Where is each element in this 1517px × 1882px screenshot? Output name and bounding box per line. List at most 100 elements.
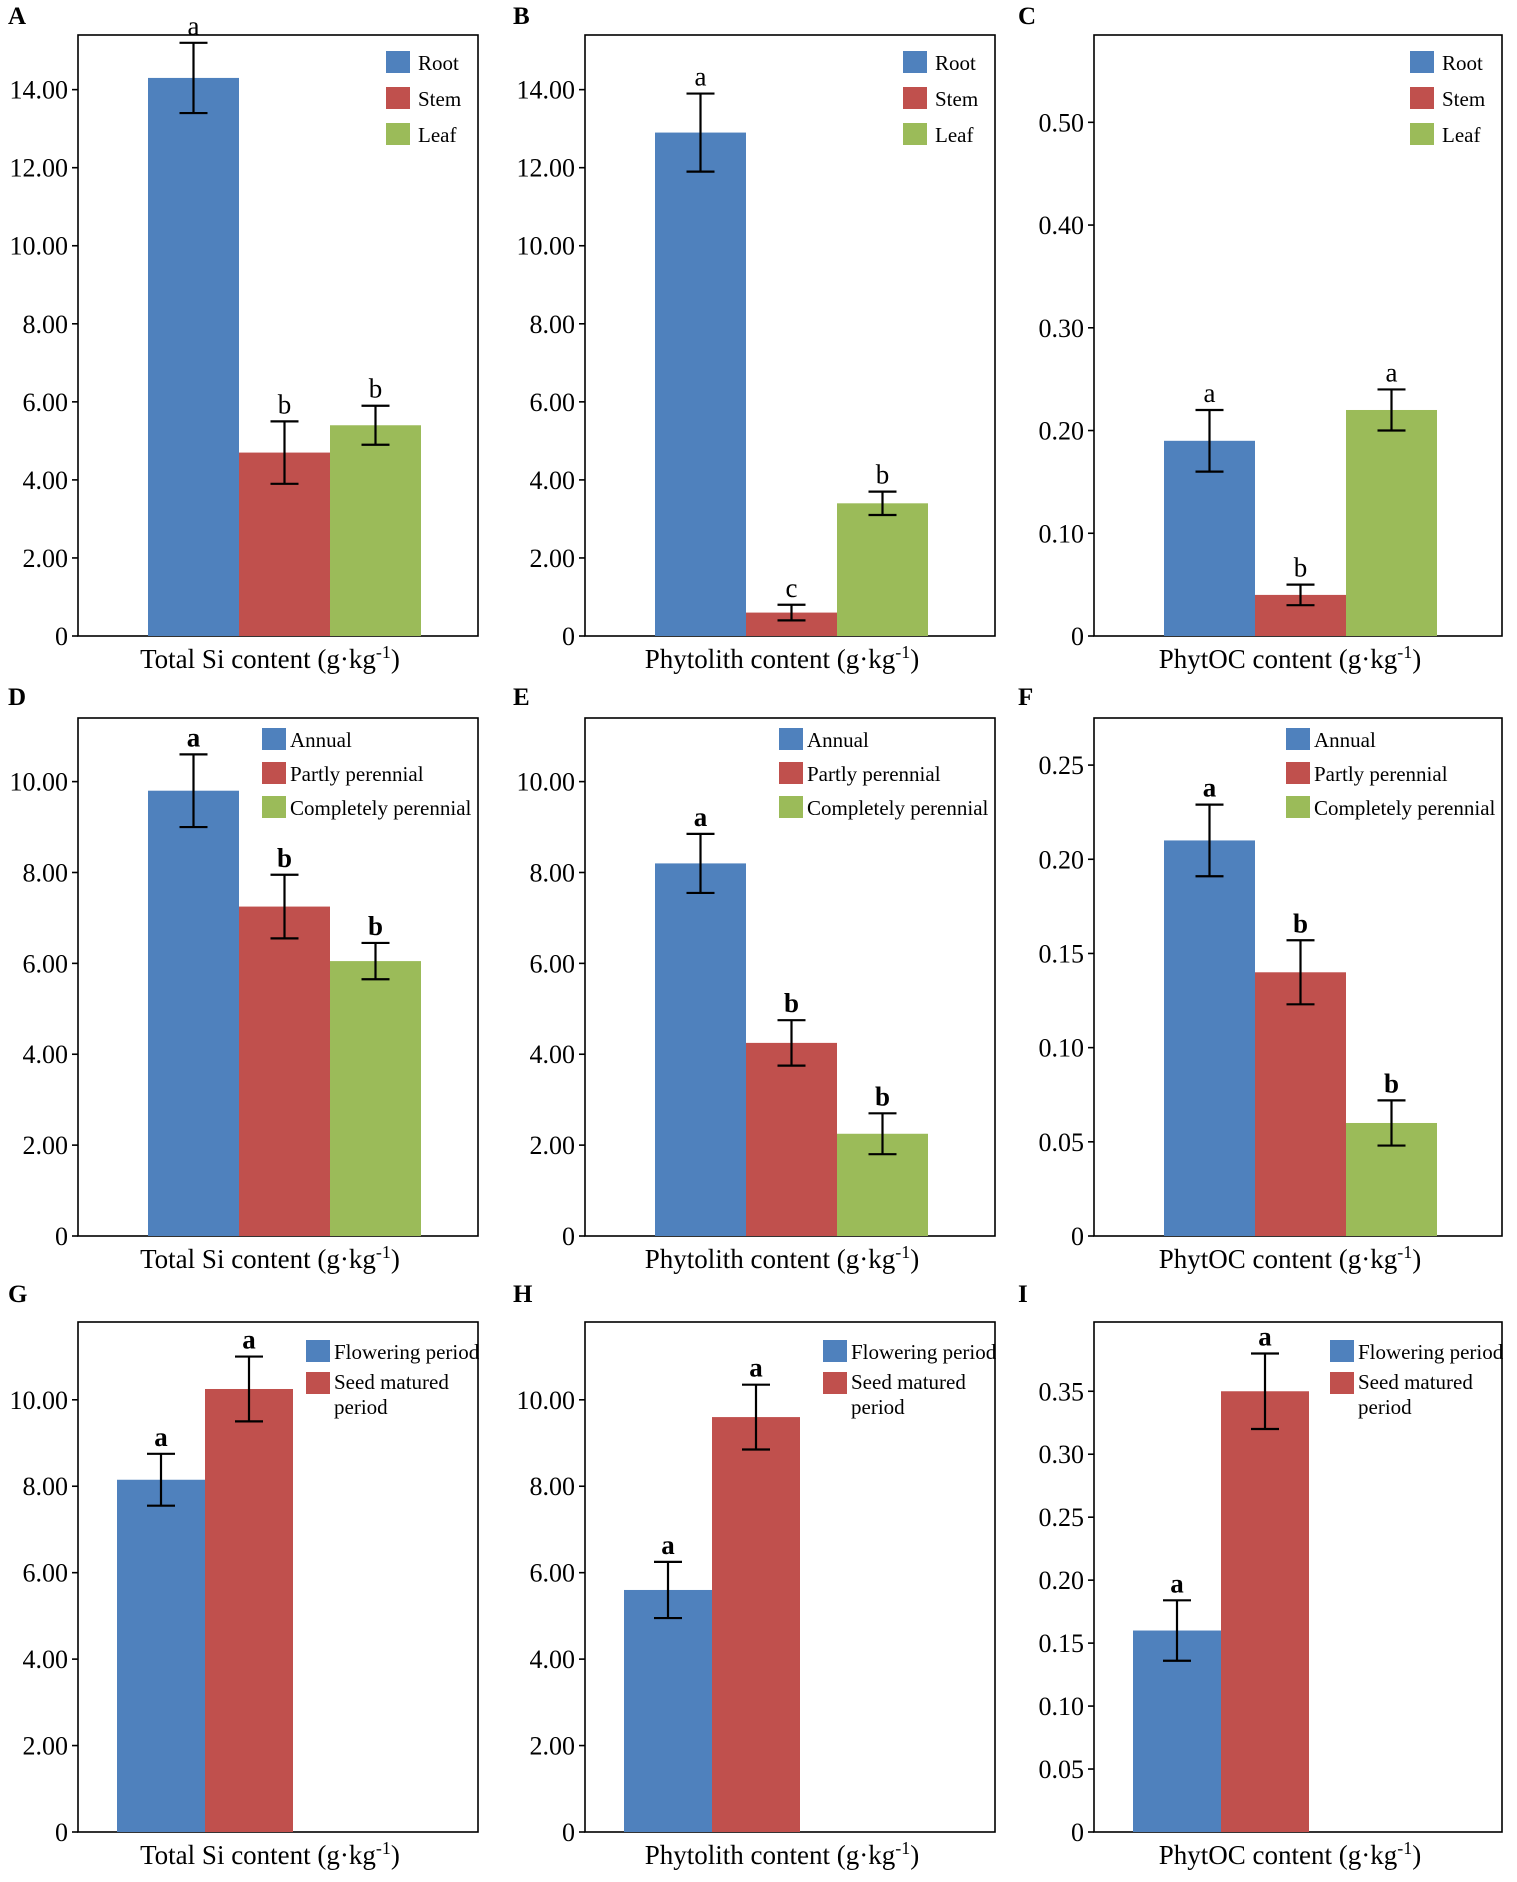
legend-label: Completely perennial — [1314, 796, 1496, 820]
panel-label: G — [8, 1281, 27, 1308]
chart-panel-h: H 0 2.00 4.00 6.00 8.00 10.00 a a Phytolith conte… — [513, 1281, 997, 1870]
chart-panel-d: D 0 2.00 4.00 6.00 8.00 10.00 a b b Total Si conte… — [8, 684, 479, 1274]
y-tick-label: 0 — [1071, 622, 1084, 651]
legend-swatch — [823, 1340, 847, 1362]
chart-panel-c: C 0 0.10 0.20 0.30 0.40 0.50 a b a PhytOC content … — [1018, 3, 1503, 674]
legend-label: Seed matured — [334, 1370, 449, 1394]
legend-swatch — [262, 762, 286, 784]
legend-label: Stem — [418, 87, 461, 111]
bar-leaf — [330, 425, 421, 636]
x-axis-label-superscript: -1 — [1397, 1242, 1412, 1262]
y-tick-label: 6.00 — [530, 1559, 576, 1588]
bar-partly-perennial — [1255, 972, 1346, 1236]
significance-letter: b — [876, 460, 890, 490]
x-axis-label-end: ) — [910, 644, 919, 674]
legend-label: Partly perennial — [1314, 762, 1448, 786]
significance-letter: a — [187, 722, 201, 752]
bar-flowering-period — [1133, 1630, 1221, 1832]
x-axis-label-end: ) — [910, 1244, 919, 1274]
significance-letter: a — [1203, 773, 1217, 803]
legend: Annual Partly perennial Completely perenni… — [262, 728, 472, 820]
legend-label: Stem — [1442, 87, 1485, 111]
x-axis-label-end: ) — [910, 1840, 919, 1870]
legend-label: Partly perennial — [807, 762, 941, 786]
x-axis-label: Phytolith content (g·kg-1) — [645, 1242, 919, 1274]
legend-swatch — [262, 796, 286, 818]
y-tick-label: 0.30 — [1039, 314, 1085, 343]
y-tick-label: 10.00 — [10, 1386, 69, 1415]
y-tick-label: 12.00 — [10, 154, 69, 183]
bar-completely-perennial — [330, 961, 421, 1236]
legend-label: Root — [418, 51, 459, 75]
bar-partly-perennial — [746, 1042, 837, 1236]
significance-letter: b — [1384, 1068, 1399, 1098]
y-tick-label: 6.00 — [23, 388, 69, 417]
y-tick-label: 0 — [55, 1818, 68, 1847]
panel-label: E — [513, 684, 530, 711]
y-tick-label: 0 — [562, 622, 575, 651]
legend-label: Root — [935, 51, 976, 75]
legend: Root Stem Leaf — [1410, 51, 1485, 147]
y-tick-label: 0.40 — [1039, 211, 1085, 240]
legend-label: Flowering period — [1358, 1340, 1504, 1364]
legend-label: Annual — [1314, 728, 1376, 752]
y-tick-label: 8.00 — [23, 858, 69, 887]
legend-swatch — [779, 728, 803, 750]
y-tick-label: 0 — [55, 1222, 68, 1251]
y-tick-label: 0.20 — [1039, 845, 1085, 874]
significance-letter: a — [154, 1422, 168, 1452]
legend-swatch — [779, 762, 803, 784]
legend-swatch — [262, 728, 286, 750]
significance-letter: a — [749, 1353, 763, 1383]
x-axis-label-text: Phytolith content (g·kg — [645, 644, 895, 674]
bar-root — [1164, 440, 1255, 636]
y-tick-label: 8.00 — [23, 1472, 69, 1501]
legend-label: Annual — [807, 728, 869, 752]
significance-letter: b — [369, 374, 383, 404]
x-axis-label-end: ) — [391, 1840, 400, 1870]
legend-swatch — [823, 1372, 847, 1394]
legend-swatch — [903, 51, 927, 73]
legend-label: Leaf — [1442, 123, 1480, 147]
legend-label: Flowering period — [334, 1340, 480, 1364]
plot-frame — [584, 34, 996, 637]
panel-label: I — [1018, 1281, 1028, 1308]
x-axis-label-superscript: -1 — [376, 1242, 391, 1262]
y-tick-label: 4.00 — [530, 1645, 576, 1674]
y-tick-label: 0 — [1071, 1818, 1084, 1847]
y-tick-label: 4.00 — [530, 466, 576, 495]
x-axis-label-superscript: -1 — [895, 1838, 910, 1858]
bar-annual — [1164, 840, 1255, 1236]
panel-label: B — [513, 3, 530, 30]
chart-panel-e: E 0 2.00 4.00 6.00 8.00 10.00 a b b Phytolith cont… — [513, 684, 996, 1274]
significance-letter: b — [1293, 908, 1308, 938]
plot-frame — [1093, 34, 1503, 637]
significance-letter: a — [1386, 357, 1398, 387]
x-axis-label: PhytOC content (g·kg-1) — [1159, 642, 1421, 674]
y-tick-label: 10.00 — [10, 768, 69, 797]
legend-swatch — [779, 796, 803, 818]
significance-letter: b — [278, 389, 292, 419]
x-axis-label-superscript: -1 — [1397, 1838, 1412, 1858]
y-tick-label: 2.00 — [530, 1732, 576, 1761]
significance-letter: a — [695, 62, 707, 92]
legend-label: Annual — [290, 728, 352, 752]
x-axis-label-superscript: -1 — [376, 1838, 391, 1858]
x-axis-label-text: PhytOC content (g·kg — [1159, 1840, 1397, 1870]
legend: Annual Partly perennial Completely perenni… — [1286, 728, 1496, 820]
legend-swatch — [306, 1340, 330, 1362]
bar-leaf — [1346, 409, 1437, 636]
significance-letter: b — [277, 843, 292, 873]
significance-letter: b — [784, 988, 799, 1018]
x-axis-label-text: Total Si content (g·kg — [140, 1244, 376, 1274]
x-axis-label-text: PhytOC content (g·kg — [1159, 1244, 1397, 1274]
legend-swatch — [903, 123, 927, 145]
legend-label: Leaf — [935, 123, 973, 147]
significance-letter: a — [1204, 378, 1216, 408]
y-tick-label: 6.00 — [530, 949, 576, 978]
bar-seed-matured-period — [205, 1388, 293, 1832]
y-tick-label: 0.10 — [1039, 1034, 1085, 1063]
y-tick-label: 2.00 — [23, 1131, 69, 1160]
